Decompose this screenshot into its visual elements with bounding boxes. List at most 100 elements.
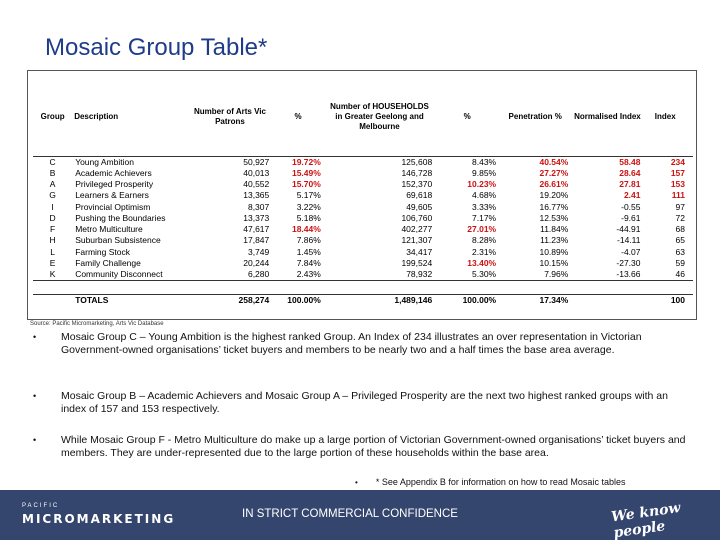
cell-households-percent: 9.85% — [472, 167, 497, 178]
appendix-note-text: * See Appendix B for information on how … — [375, 477, 626, 487]
table-row: K Community Disconnect 6,280 2.43% 78,932 5.3… — [33, 269, 693, 282]
slogan-logo: We know people — [610, 499, 682, 540]
header-penetration: Penetration % — [508, 112, 562, 121]
header-group: Group — [40, 112, 65, 121]
cell-households: 106,760 — [401, 212, 433, 223]
cell-arts-patrons: 17,847 — [243, 235, 270, 246]
cell-index: 72 — [675, 212, 685, 223]
cell-arts-patrons: 40,552 — [243, 178, 270, 189]
totals-penetration: 17.34% — [499, 294, 572, 307]
cell-description: Privileged Prosperity — [75, 178, 154, 189]
table-frame — [27, 70, 697, 320]
cell-arts-patrons: 8,307 — [247, 201, 270, 212]
table-totals-row: TOTALS 258,274 100.00% 1,489,146 100.00%… — [33, 294, 693, 307]
table-row: E Family Challenge 20,244 7.84% 199,524 13.40… — [33, 258, 693, 269]
totals-households: 1,489,146 — [323, 294, 436, 307]
table-row: B Academic Achievers 40,013 15.49% 146,728 9.… — [33, 168, 693, 179]
bullet-dot-icon: • — [33, 332, 37, 342]
cell-description: Young Ambition — [72, 155, 188, 168]
header-normalised-index: Normalised Index — [574, 112, 641, 121]
cell-households: 125,608 — [323, 155, 436, 168]
cell-description: Farming Stock — [75, 246, 130, 257]
cell-households-percent: 3.33% — [472, 201, 497, 212]
cell-description: Academic Achievers — [75, 167, 152, 178]
cell-index: 157 — [670, 167, 685, 178]
cell-households: 152,370 — [401, 178, 433, 189]
cell-group: B — [49, 167, 56, 178]
appendix-note: • * See Appendix B for information on how… — [355, 477, 625, 487]
cell-normalised-index: -4.07 — [621, 246, 641, 257]
header-households: Number of HOUSEHOLDS in Greater Geelong … — [330, 102, 429, 131]
cell-description: Pushing the Boundaries — [75, 212, 166, 223]
cell-households-percent: 8.28% — [472, 235, 497, 246]
cell-normalised-index: -14.11 — [617, 235, 641, 246]
cell-penetration: 7.96% — [499, 269, 572, 282]
cell-description: Metro Multiculture — [75, 224, 143, 235]
cell-arts-percent: 15.49% — [291, 167, 321, 178]
cell-arts-patrons: 3,749 — [247, 246, 270, 257]
cell-group: L — [50, 246, 55, 257]
totals-normalised — [571, 294, 644, 307]
cell-group: D — [49, 212, 56, 223]
cell-penetration: 16.77% — [539, 201, 569, 212]
cell-arts-percent: 18.44% — [291, 224, 321, 235]
header-arts-percent: % — [294, 112, 302, 121]
table-row: G Learners & Earners 13,365 5.17% 69,618 4.68… — [33, 190, 693, 201]
footer-bar: PACIFIC MICROMARKETING IN STRICT COMMERC… — [0, 490, 720, 540]
cell-penetration: 10.15% — [539, 258, 569, 269]
cell-arts-percent: 5.18% — [296, 212, 321, 223]
table-row: D Pushing the Boundaries 13,373 5.18% 106,76… — [33, 213, 693, 224]
cell-normalised-index: 2.41 — [623, 190, 641, 201]
cell-penetration: 40.54% — [499, 155, 572, 168]
cell-households: 78,932 — [323, 269, 436, 282]
cell-description: Learners & Earners — [75, 190, 149, 201]
cell-households-percent: 5.30% — [435, 269, 500, 282]
table-totals-section: TOTALS 258,274 100.00% 1,489,146 100.00%… — [33, 281, 693, 307]
cell-arts-patrons: 20,244 — [243, 258, 270, 269]
cell-normalised-index: -9.61 — [621, 212, 641, 223]
cell-households-percent: 10.23% — [467, 178, 497, 189]
totals-households-percent: 100.00% — [435, 294, 500, 307]
bullet-text: Mosaic Group C – Young Ambition is the h… — [61, 331, 642, 356]
cell-arts-percent: 2.43% — [272, 269, 324, 282]
mosaic-group-table: Group Description Number of Arts Vic Pat… — [33, 86, 693, 307]
cell-arts-patrons: 50,927 — [187, 155, 273, 168]
bullet-dot-icon: • — [33, 435, 37, 445]
cell-penetration: 10.89% — [539, 246, 569, 257]
cell-households-percent: 4.68% — [472, 190, 497, 201]
cell-group: I — [51, 201, 54, 212]
cell-households: 34,417 — [406, 246, 433, 257]
cell-index: 68 — [675, 224, 685, 235]
cell-description: Provincial Optimism — [75, 201, 151, 212]
header-arts-patrons: Number of Arts Vic Patrons — [193, 107, 266, 126]
cell-index: 59 — [675, 258, 685, 269]
logo-top-text: PACIFIC — [22, 503, 60, 509]
table-body: C Young Ambition 50,927 19.72% 125,608 8.43% 4… — [33, 148, 693, 282]
cell-arts-patrons: 13,373 — [243, 212, 270, 223]
cell-penetration: 12.53% — [539, 212, 569, 223]
cell-group: G — [49, 190, 56, 201]
table-row: A Privileged Prosperity 40,552 15.70% 152,37… — [33, 179, 693, 190]
logo-main-text: MICROMARKETING — [22, 512, 176, 526]
cell-households-percent: 27.01% — [467, 224, 497, 235]
cell-normalised-index: 27.81 — [619, 178, 641, 189]
cell-households: 49,605 — [406, 201, 433, 212]
bullet-text: Mosaic Group B – Academic Achievers and … — [61, 390, 668, 415]
table-row: H Suburban Subsistence 17,847 7.86% 121,307 8… — [33, 235, 693, 246]
header-index: Index — [654, 112, 676, 121]
table-row: F Metro Multiculture 47,617 18.44% 402,277 27… — [33, 224, 693, 235]
cell-penetration: 19.20% — [539, 190, 569, 201]
totals-index: 100 — [643, 294, 693, 307]
cell-penetration: 26.61% — [539, 178, 569, 189]
cell-households: 199,524 — [401, 258, 433, 269]
cell-group: H — [49, 235, 56, 246]
cell-normalised-index: -27.30 — [616, 258, 641, 269]
cell-normalised-index: -13.66 — [571, 269, 644, 282]
table-header-row: Group Description Number of Arts Vic Pat… — [33, 86, 693, 148]
cell-penetration: 11.84% — [540, 224, 569, 235]
cell-arts-percent: 5.17% — [296, 190, 321, 201]
cell-normalised-index: 58.48 — [571, 155, 644, 168]
cell-index: 234 — [643, 155, 693, 168]
cell-arts-patrons: 47,617 — [243, 224, 270, 235]
slide-title: Mosaic Group Table* — [45, 34, 268, 61]
